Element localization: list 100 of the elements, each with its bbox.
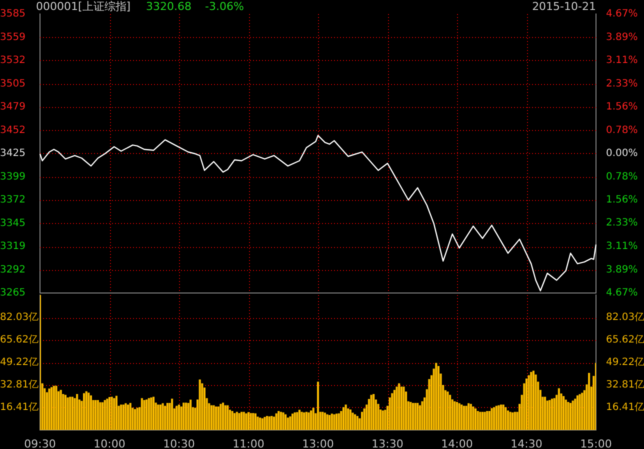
bar [514, 412, 516, 430]
bar [324, 412, 326, 430]
bar [360, 412, 364, 430]
bar [134, 409, 136, 430]
bar [481, 412, 484, 430]
bar [356, 416, 358, 430]
bar [259, 418, 262, 430]
bar [104, 400, 106, 430]
bar [278, 411, 280, 430]
bar [289, 416, 292, 430]
y-tick-label: 3319 [0, 241, 26, 252]
bar [322, 412, 324, 430]
bar [228, 410, 231, 430]
y2-tick-label: 2.33% [606, 78, 638, 90]
bar [102, 402, 104, 430]
bar [113, 398, 116, 430]
bar [562, 396, 565, 430]
bar [525, 378, 528, 430]
bar [344, 404, 347, 430]
bar [384, 410, 386, 430]
x-tick-label: 10:30 [163, 437, 195, 449]
bar [446, 392, 449, 430]
bar [66, 397, 69, 430]
bar [550, 398, 554, 430]
bar [504, 407, 507, 430]
bar [312, 408, 314, 430]
bar [398, 383, 400, 430]
x-tick-label: 11:00 [232, 437, 264, 449]
bar [532, 370, 534, 430]
bar [462, 406, 465, 430]
y-tick-label: 3345 [0, 218, 26, 229]
bar [372, 394, 375, 430]
bar [270, 416, 273, 430]
bar [226, 405, 229, 430]
bar [493, 407, 496, 430]
bar [284, 414, 287, 430]
bar [129, 402, 132, 430]
bar [340, 411, 342, 430]
bar [336, 414, 338, 430]
bar [85, 391, 88, 430]
bar [435, 362, 438, 430]
bar [275, 413, 278, 430]
bar [572, 400, 574, 430]
y2-tick-label: 4.67% [606, 8, 638, 20]
y2-tick-label: 0.78% [606, 171, 638, 182]
y-tick-label: 3585 [0, 8, 26, 20]
bar [488, 411, 490, 430]
bar [256, 416, 259, 430]
bar [236, 412, 238, 430]
bar [176, 406, 178, 430]
bar [498, 405, 500, 430]
bar [330, 414, 333, 430]
bar [363, 408, 366, 430]
bar [490, 408, 493, 430]
bar [190, 400, 192, 430]
y-tick-label: 16.41亿 [0, 402, 39, 414]
bar [99, 402, 102, 430]
y-tick-label: 32.81亿 [0, 380, 39, 391]
bar [342, 407, 345, 430]
bar [479, 412, 482, 430]
bar [231, 411, 234, 430]
bar [215, 406, 218, 430]
bar [247, 412, 250, 430]
bar [124, 403, 127, 430]
bar [203, 388, 206, 430]
bar [576, 395, 578, 430]
bar [74, 398, 76, 430]
bar [168, 402, 171, 430]
y2-tick-label: 0.00% [606, 148, 638, 160]
bar [198, 379, 201, 430]
bar [458, 403, 460, 430]
bar [468, 403, 470, 430]
bar [410, 402, 412, 430]
bar [217, 406, 220, 430]
bar [90, 395, 92, 430]
bar [282, 412, 284, 430]
bar [574, 398, 576, 430]
bar [76, 394, 78, 430]
bar [222, 402, 224, 430]
y2-tick-label: 2.33% [606, 218, 638, 229]
y-tick-label: 3479 [0, 102, 26, 113]
text: -3.06% [205, 0, 244, 13]
bar [46, 392, 48, 430]
bar [377, 404, 380, 430]
bar [370, 394, 372, 430]
y-tick-label: 49.22亿 [0, 357, 39, 368]
bar [400, 386, 402, 430]
x-tick-label: 15:00 [580, 437, 612, 449]
bar [184, 402, 187, 430]
bar [212, 405, 215, 430]
chart-title: 000001[上证综指] [36, 0, 131, 13]
bar [268, 416, 270, 430]
bar [182, 402, 185, 430]
bar [55, 386, 58, 430]
bar [308, 412, 310, 430]
bar [178, 404, 180, 430]
bar [52, 386, 55, 430]
bar [328, 414, 331, 430]
bar [140, 398, 143, 430]
bar [333, 414, 336, 430]
